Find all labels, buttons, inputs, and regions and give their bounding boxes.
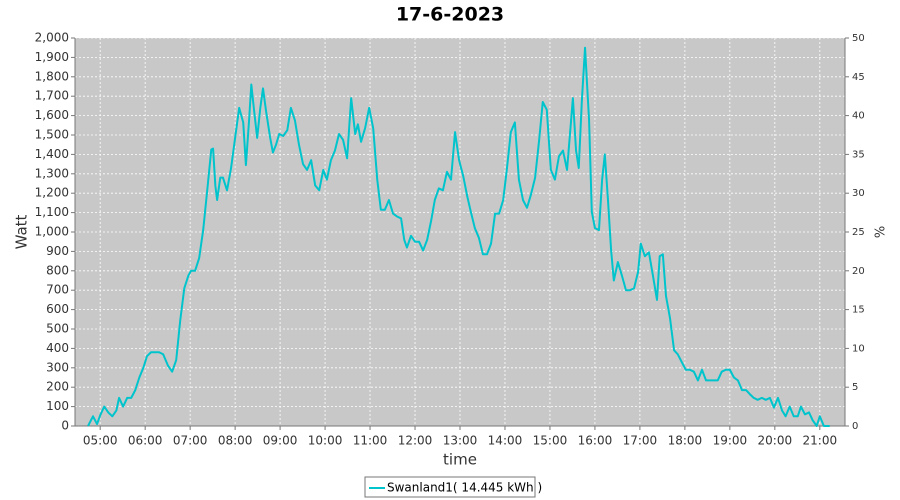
legend [364,476,536,498]
y-tick-label: 1,800 [35,69,69,83]
x-tick-label: 13:00 [443,434,478,448]
y-tick-label: 1,200 [35,186,69,200]
y-tick-label: 1,100 [35,205,69,219]
y-tick-label: 500 [46,322,69,336]
y-tick-label: 700 [46,283,69,297]
x-tick-label: 07:00 [173,434,208,448]
x-tick-label: 11:00 [353,434,388,448]
x-tick-label: 17:00 [623,434,658,448]
x-axis-label: time [443,451,477,469]
data-line [87,46,830,427]
x-tick-label: 08:00 [218,434,253,448]
chart-title: 17-6-2023 [396,4,504,26]
y2-tick-label: 50 [852,33,865,44]
y-tick-label: 1,600 [35,108,69,122]
x-tick-label: 06:00 [128,434,163,448]
x-tick-label: 05:00 [83,434,118,448]
y2-tick-label: 10 [852,343,865,354]
x-tick-label: 15:00 [533,434,568,448]
x-tick-label: 16:00 [578,434,613,448]
y-tick-label: 0 [61,419,69,433]
y2-tick-label: 0 [852,421,858,432]
legend-label: Swanland1( 14.445 kWh ) [387,481,542,495]
x-tick-label: 19:00 [713,434,748,448]
y2-axis-label: % [874,226,889,238]
y-tick-label: 400 [46,341,69,355]
y2-tick-label: 25 [852,227,865,238]
y2-tick-label: 30 [852,188,865,199]
y2-tick-label: 40 [852,111,865,122]
y2-tick-label: 15 [852,305,865,316]
y-tick-label: 1,300 [35,166,69,180]
y-tick-label: 1,500 [35,128,69,142]
y-tick-label: 100 [46,399,69,413]
y-tick-label: 1,900 [35,50,69,64]
y-tick-label: 1,700 [35,89,69,103]
y-tick-label: 900 [46,244,69,258]
y-tick-label: 800 [46,263,69,277]
x-tick-label: 14:00 [488,434,523,448]
x-tick-label: 21:00 [803,434,838,448]
y-tick-label: 1,400 [35,147,69,161]
x-tick-label: 09:00 [263,434,298,448]
y-tick-label: 600 [46,302,69,316]
y2-tick-label: 35 [852,149,865,160]
x-tick-label: 12:00 [398,434,433,448]
y-tick-label: 200 [46,380,69,394]
x-tick-label: 18:00 [668,434,703,448]
x-tick-label: 10:00 [308,434,343,448]
x-tick-label: 20:00 [758,434,793,448]
y2-tick-label: 20 [852,266,865,277]
y-tick-label: 300 [46,360,69,374]
y-axis-label: Watt [13,214,31,249]
y-tick-label: 2,000 [35,31,69,45]
y2-tick-label: 5 [852,382,858,393]
y-tick-label: 1,000 [35,225,69,239]
y2-tick-label: 45 [852,72,865,83]
